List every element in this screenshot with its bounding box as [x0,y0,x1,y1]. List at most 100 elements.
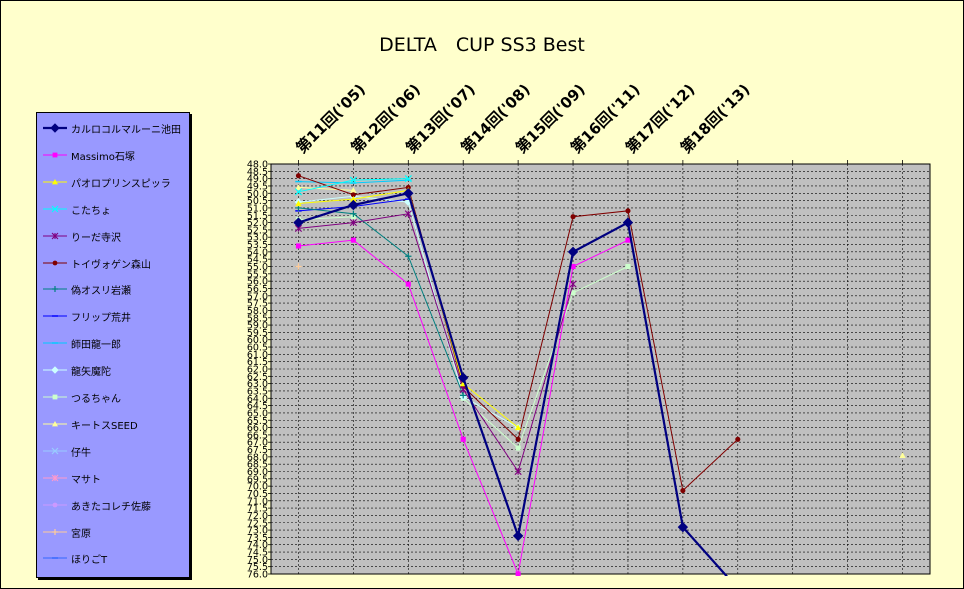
y-tick-label: 59.0 [247,321,268,332]
legend-swatch [43,123,67,133]
y-tick-label: 56.0 [247,277,268,288]
series-line [298,207,464,396]
y-tick-label: 48.5 [247,167,268,178]
legend-label: 偽オスリ岩瀬 [71,286,131,298]
legend-label: Massimo石塚 [71,151,135,163]
legend-label: キートスSEED [71,420,138,432]
data-point [403,188,414,199]
y-tick-label: 55.0 [247,262,268,273]
y-tick-label: 53.0 [247,233,268,244]
legend-entry: 偽オスリ岩瀬 [37,276,189,303]
y-tick-label: 56.5 [247,284,268,295]
y-tick-label: 53.5 [247,240,268,251]
series-0 [293,188,728,576]
legend-swatch [43,286,67,293]
y-tick-label: 66.0 [247,423,268,434]
y-tick-label: 50.5 [247,196,268,207]
data-point [512,530,524,542]
legend-entry: カルロコルマルーニ池田 [37,115,189,142]
y-tick-label: 57.0 [247,291,268,302]
y-tick-label: 62.0 [247,365,268,376]
legend-entry: フリップ荒井 [37,303,189,330]
data-point [515,445,521,451]
y-tick-label: 70.0 [247,482,268,493]
data-point [295,200,302,207]
y-tick-label: 67.5 [247,445,268,456]
data-point [295,263,302,270]
legend: カルロコルマルーニ池田 Massimo石塚 パオロプリンスピッラ こたちょ りーだ寺沢ト… [36,112,190,578]
data-point [52,178,58,185]
data-point [52,528,58,535]
y-tick-label: 54.5 [247,255,268,266]
y-tick-label: 55.5 [247,269,268,280]
y-tick-label: 51.5 [247,211,268,222]
data-point [350,187,357,193]
y-tick-label: 63.5 [247,386,268,397]
y-tick-label: 69.0 [247,467,268,478]
legend-entry: トイヴォゲン森山 [37,250,189,277]
data-point [294,188,303,196]
y-tick-label: 74.0 [247,540,268,551]
data-point [622,217,634,228]
y-tick-label: 63.0 [247,379,268,390]
legend-swatch [43,178,67,185]
legend-entry: あきたコレチ佐藤 [37,492,189,519]
data-point [458,372,469,383]
y-tick-label: 58.0 [247,306,268,317]
legend-entry: こたちょ [37,196,189,223]
y-tick-label: 74.5 [247,548,268,559]
data-point [570,214,576,220]
y-tick-label: 52.0 [247,218,268,229]
y-tick-label: 65.0 [247,408,268,419]
data-point [459,385,467,394]
data-point [348,199,359,211]
y-tick-label: 60.5 [247,343,268,354]
y-tick-label: 54.0 [247,247,268,258]
data-point [51,205,59,213]
legend-entry: 龍矢魔陀 [37,357,189,384]
data-point [735,436,741,442]
data-point [514,467,522,476]
data-point [625,263,631,270]
legend-entry: キートスSEED [37,411,189,438]
y-tick-label: 68.5 [247,460,268,471]
legend-entry: ほりごT [37,545,189,572]
legend-label: ほりごT [71,555,108,567]
legend-swatch [43,502,67,507]
legend-swatch [43,205,67,213]
legend-entry: りーだ寺沢 [37,223,189,250]
y-tick-label: 48.0 [247,160,268,171]
data-point [677,521,689,533]
legend-swatch [43,232,67,239]
series-4 [294,210,577,476]
data-point [350,210,357,217]
legend-entry: つるちゃん [37,384,189,411]
y-tick-label: 52.5 [247,225,268,236]
y-tick-label: 61.5 [247,357,268,368]
y-tick-label: 75.5 [247,562,268,573]
series-6 [295,204,467,399]
data-point [52,420,58,427]
y-tick-label: 51.0 [247,203,268,214]
data-point [293,217,304,228]
y-tick-label: 58.5 [247,313,268,324]
legend-swatch [43,447,67,455]
legend-entry: マサト [37,465,189,492]
data-point [404,210,412,218]
y-tick-label: 62.5 [247,372,268,383]
y-tick-label: 69.5 [247,474,268,485]
data-point [52,260,58,265]
chart-title: DELTA CUP SS3 Best [379,34,585,56]
data-point [52,502,58,507]
data-point [569,280,577,288]
legend-label: つるちゃん [71,394,121,405]
y-tick-label: 50.0 [247,189,268,200]
data-point [460,392,467,399]
legend-label: 龍矢魔陀 [71,367,111,379]
legend-label: 師田龍一郎 [71,340,121,352]
y-tick-label: 64.5 [247,401,268,412]
data-point [52,394,58,400]
legend-label: カルロコルマルーニ池田 [71,125,181,136]
y-tick-label: 75.0 [247,555,268,566]
data-point [50,123,60,133]
